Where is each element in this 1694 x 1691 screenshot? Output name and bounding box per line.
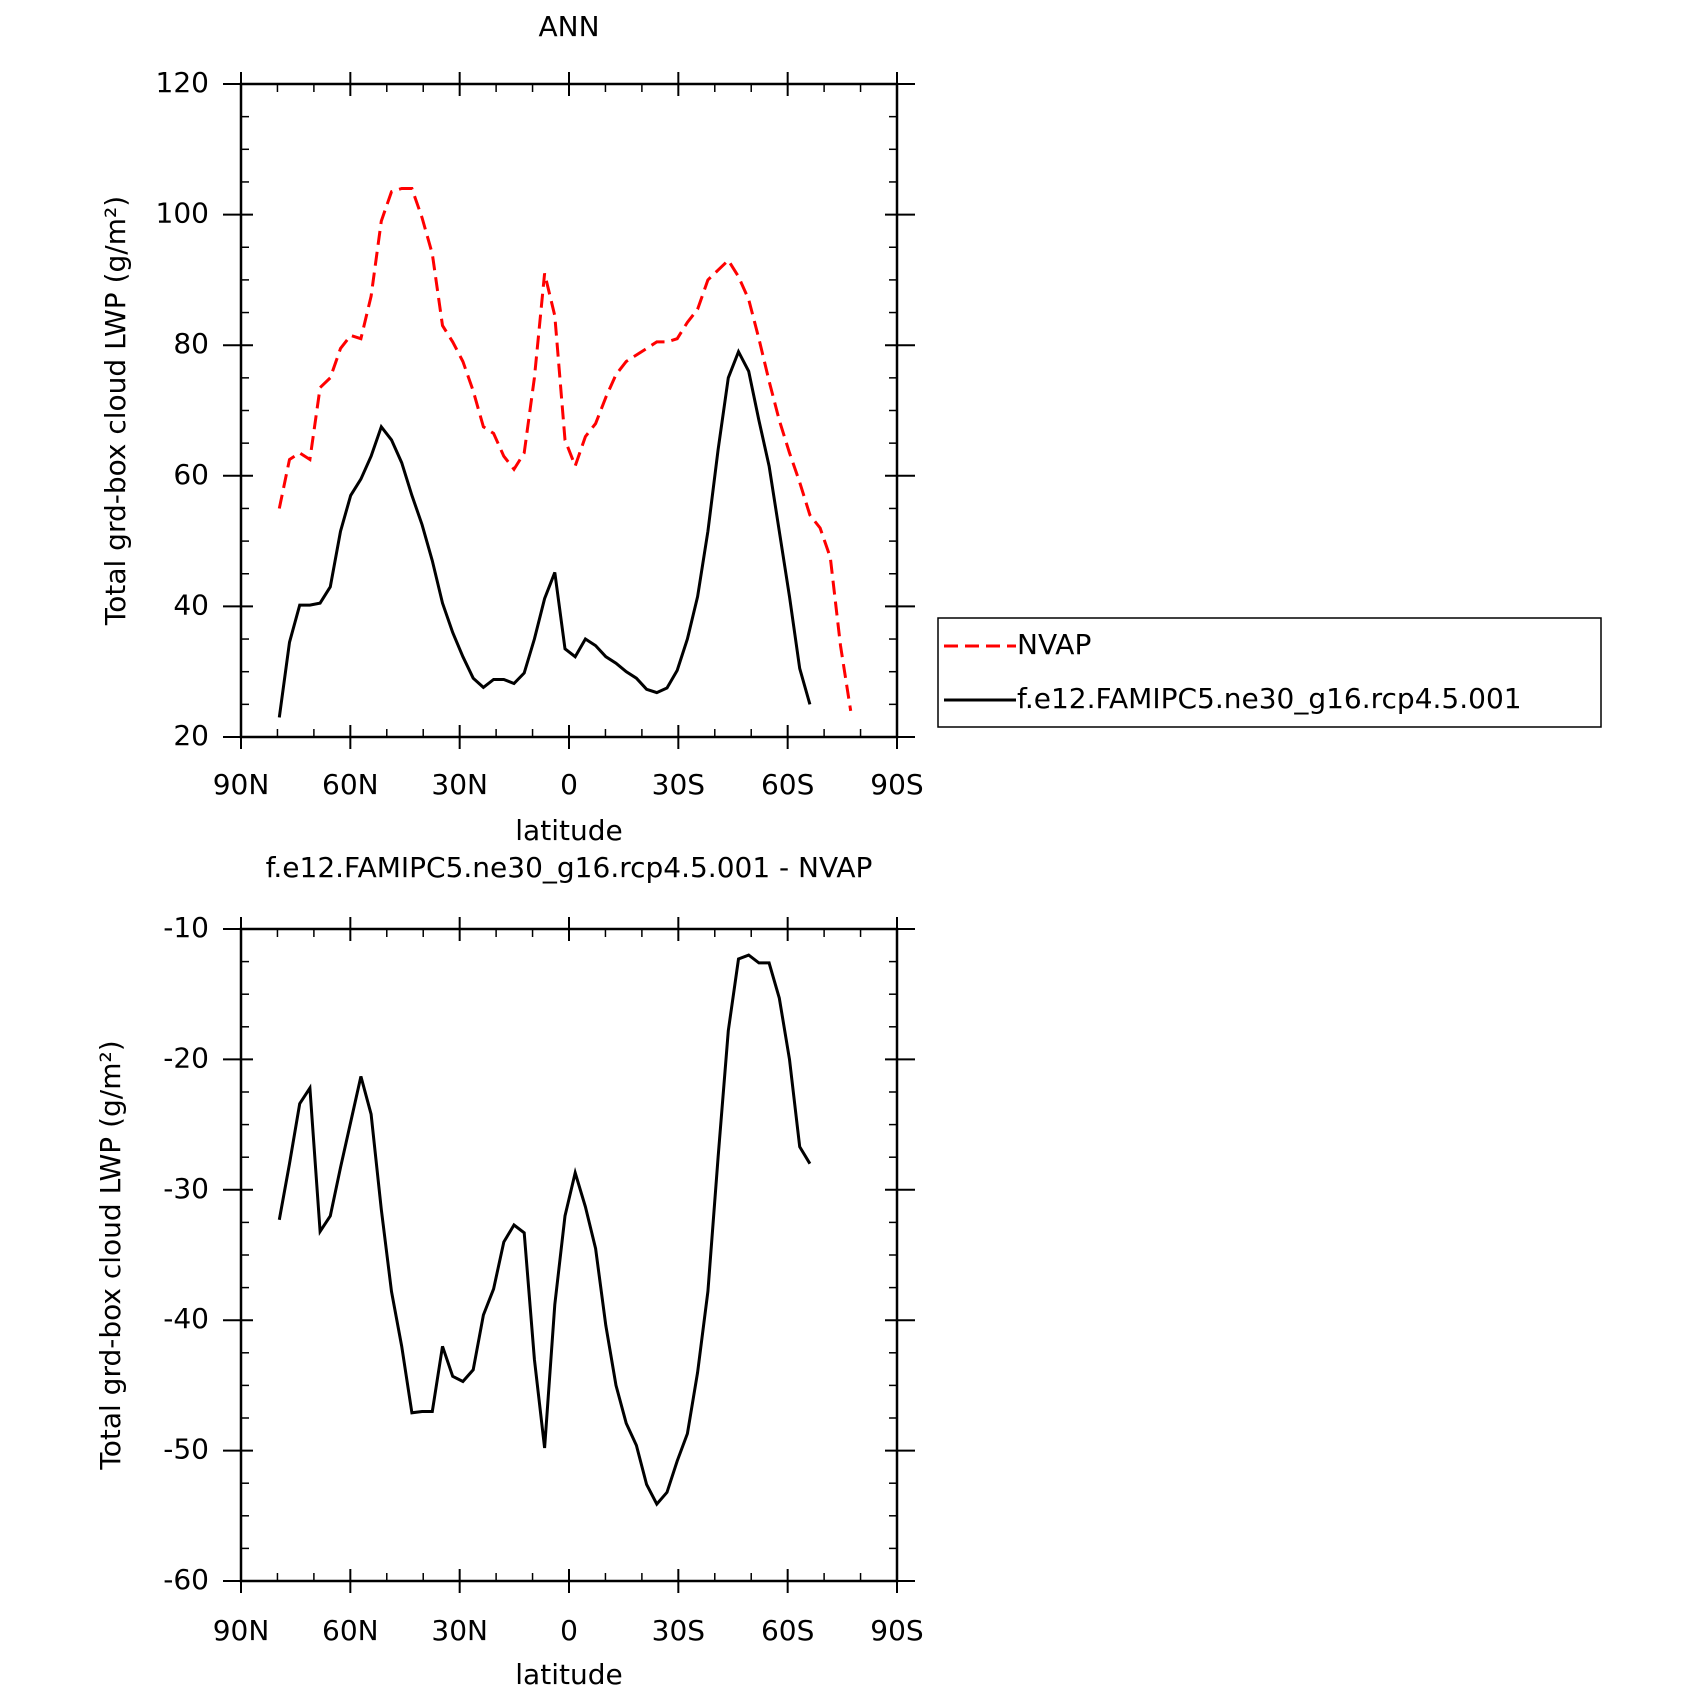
y-tick-label: -50	[163, 1433, 209, 1466]
chart-title: ANN	[538, 10, 599, 43]
data-line	[277, 187, 853, 712]
x-tick-label: 0	[560, 1614, 578, 1647]
legend-label: NVAP	[1017, 628, 1091, 661]
y-tick-label: -30	[163, 1172, 209, 1205]
x-tick-label: 90S	[870, 1614, 923, 1647]
x-tick-label: 60N	[322, 768, 379, 801]
legend-label: f.e12.FAMIPC5.ne30_g16.rcp4.5.001	[1017, 682, 1522, 715]
x-tick-label: 0	[560, 768, 578, 801]
x-tick-label: 30N	[431, 768, 488, 801]
chart-title: f.e12.FAMIPC5.ne30_g16.rcp4.5.001 - NVAP	[266, 851, 873, 884]
y-tick-label: 80	[173, 327, 209, 360]
y-axis-label: Total grd-box cloud LWP (g/m²)	[94, 1040, 127, 1470]
y-tick-label: -40	[163, 1302, 209, 1335]
y-axis-label: Total grd-box cloud LWP (g/m²)	[99, 196, 132, 626]
legend-box	[937, 617, 1602, 728]
x-tick-label: 30S	[652, 768, 705, 801]
plot-frame	[239, 82, 899, 739]
plot-frame	[239, 927, 899, 1583]
data-line	[277, 953, 812, 1507]
x-tick-label: 90N	[213, 768, 270, 801]
y-tick-label: -60	[163, 1563, 209, 1596]
x-tick-label: 90N	[213, 1614, 270, 1647]
data-line	[277, 348, 812, 718]
x-axis-label: latitude	[515, 814, 622, 847]
y-tick-label: 20	[173, 719, 209, 752]
y-tick-label: 100	[156, 197, 209, 230]
y-tick-label: 120	[156, 66, 209, 99]
y-tick-label: 60	[173, 458, 209, 491]
y-tick-label: -10	[163, 911, 209, 944]
x-axis-label: latitude	[515, 1658, 622, 1691]
x-tick-label: 30S	[652, 1614, 705, 1647]
y-tick-label: 40	[173, 588, 209, 621]
x-tick-label: 90S	[870, 768, 923, 801]
y-tick-label: -20	[163, 1041, 209, 1074]
x-tick-label: 60S	[761, 768, 814, 801]
x-tick-label: 60S	[761, 1614, 814, 1647]
x-tick-label: 60N	[322, 1614, 379, 1647]
x-tick-label: 30N	[431, 1614, 488, 1647]
